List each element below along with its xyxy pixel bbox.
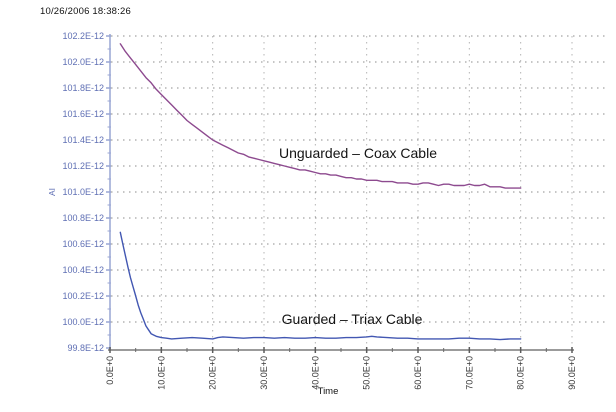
y-tick-label: 102.0E-12 <box>62 57 104 67</box>
y-tick-label: 101.0E-12 <box>62 187 104 197</box>
y-tick-label: 101.4E-12 <box>62 135 104 145</box>
y-axis-title: AI <box>47 187 57 197</box>
x-tick-label: 90.0E+0 <box>567 356 577 390</box>
y-tick-label: 102.2E-12 <box>62 31 104 41</box>
x-tick-label: 0.0E+0 <box>105 356 115 385</box>
series-label-guarded-triax: Guarded – Triax Cable <box>281 311 423 327</box>
x-tick-label: 80.0E+0 <box>516 356 526 390</box>
timestamp: 10/26/2006 18:38:26 <box>40 6 131 17</box>
x-tick-label: 10.0E+0 <box>156 356 166 390</box>
y-tick-label: 100.0E-12 <box>62 317 104 327</box>
x-tick-label: 60.0E+0 <box>413 356 423 390</box>
y-tick-label: 101.2E-12 <box>62 161 104 171</box>
y-tick-label: 100.8E-12 <box>62 213 104 223</box>
x-tick-label: 50.0E+0 <box>362 356 372 390</box>
y-tick-label: 99.8E-12 <box>67 343 104 353</box>
series-label-unguarded-coax: Unguarded – Coax Cable <box>279 145 437 161</box>
x-tick-label: 70.0E+0 <box>464 356 474 390</box>
series-line-guarded-triax <box>119 231 522 341</box>
y-tick-label: 100.4E-12 <box>62 265 104 275</box>
y-tick-label: 100.2E-12 <box>62 291 104 301</box>
x-axis-title: Time <box>317 386 339 397</box>
y-tick-label: 100.6E-12 <box>62 239 104 249</box>
y-tick-label: 101.8E-12 <box>62 83 104 93</box>
x-tick-label: 40.0E+0 <box>310 356 320 390</box>
series-line-unguarded-coax <box>119 43 522 189</box>
y-tick-label: 101.6E-12 <box>62 109 104 119</box>
x-tick-label: 30.0E+0 <box>259 356 269 390</box>
x-tick-label: 20.0E+0 <box>208 356 218 390</box>
